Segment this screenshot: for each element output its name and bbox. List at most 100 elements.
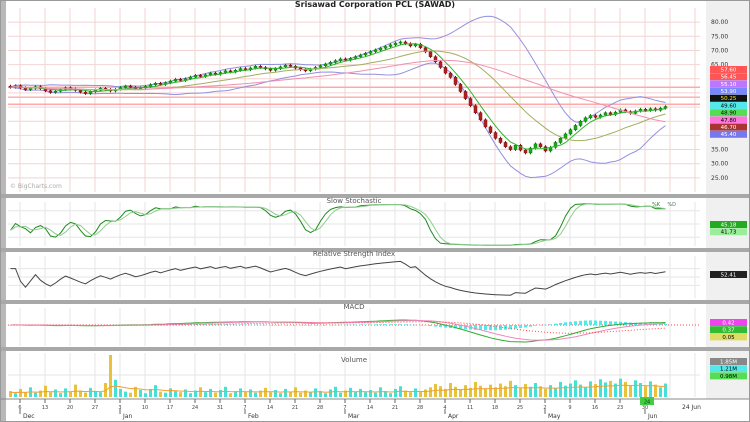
macd-badge-value: 0.05 [722, 335, 735, 341]
candle-down [228, 70, 233, 73]
volume-bar-up [59, 393, 62, 397]
x-tick-label: 28 [417, 405, 423, 411]
x-tick-label: 9 [568, 405, 571, 411]
volume-bar-down [19, 388, 22, 397]
candle-up [558, 137, 563, 143]
candle-up [373, 49, 378, 52]
candle-up [88, 91, 93, 94]
volume-bar-up [14, 393, 17, 397]
volume-bar-up [389, 393, 392, 397]
volume-bar-down [459, 389, 462, 397]
candle-down [158, 83, 163, 85]
macd-histogram-bar [349, 324, 352, 326]
x-tick-label: 30 [642, 405, 648, 411]
macd-histogram-bar [559, 322, 562, 325]
macd-histogram-bar [404, 324, 407, 325]
volume-bar-up [204, 392, 207, 397]
volume-bar-down [39, 390, 42, 397]
candle-down [423, 47, 428, 53]
macd-histogram-bar [659, 323, 662, 325]
macd-histogram-bar [514, 325, 517, 329]
macd-histogram-bar [374, 324, 377, 325]
volume-bar-up [369, 390, 372, 397]
volume-bar-down [79, 390, 82, 397]
volume-bar-up [154, 385, 157, 397]
axis-end-badge-value: 24 [644, 400, 650, 406]
candle-down [433, 56, 438, 63]
candle-down [438, 61, 443, 68]
macd-histogram-bar [664, 324, 667, 325]
candle-up [588, 115, 593, 119]
x-tick-label: 25 [517, 405, 523, 411]
macd-histogram-bar [209, 324, 212, 325]
x-tick-label: 14 [267, 405, 273, 411]
volume-bar-up [639, 383, 642, 397]
volume-bar-up [559, 381, 562, 397]
x-tick-label: 3 [118, 405, 121, 411]
macd-histogram-bar [279, 325, 282, 326]
macd-histogram-bar [429, 325, 432, 327]
candle-up [368, 51, 373, 54]
candle-up [253, 66, 258, 69]
volume-bar-up [174, 391, 177, 397]
volume-bar-up [649, 381, 652, 397]
macd-histogram-bar [394, 324, 397, 325]
macd-histogram-bar [269, 325, 272, 326]
volume-bar-down [464, 385, 467, 397]
volume-bar-up [274, 390, 277, 397]
macd-histogram-bar [434, 325, 437, 327]
volume-bar-up [349, 387, 352, 397]
volume-bar-up [354, 391, 357, 397]
macd-histogram-bar [419, 325, 422, 326]
candle-up [28, 88, 33, 90]
candle-up [358, 54, 363, 57]
volume-bar-up [329, 389, 332, 397]
macd-histogram-bar [474, 325, 477, 330]
volume-bar-up [579, 384, 582, 397]
macd-histogram-bar [339, 324, 342, 326]
candle-down [83, 91, 88, 94]
volume-bar-down [629, 385, 632, 397]
volume-bar-up [114, 379, 117, 397]
volume-bar-down [159, 391, 162, 397]
macd-histogram-bar [254, 324, 257, 326]
panel-separator [0, 248, 750, 252]
volume-bar-down [609, 380, 612, 397]
volume-bar-up [599, 379, 602, 397]
volume-bar-up [584, 387, 587, 397]
x-tick-label: 6 [18, 405, 21, 411]
panel-title-rsi: Relative Strength Index [312, 250, 396, 258]
macd-average-dotted-line [10, 321, 666, 334]
macd-histogram-bar [609, 321, 612, 325]
candle-up [603, 112, 608, 116]
macd-badge-bg [710, 326, 747, 334]
macd-histogram-bar [424, 325, 427, 326]
volume-bar-down [509, 380, 512, 397]
candle-down [463, 91, 468, 99]
candle-up [273, 68, 278, 71]
volume-bar-down [344, 390, 347, 397]
volume-bar-down [469, 387, 472, 397]
volume-bar-up [99, 392, 102, 397]
macd-histogram-bar [499, 325, 502, 331]
macd-histogram-bar [369, 324, 372, 325]
candle-up [533, 143, 538, 149]
volume-bar-down [524, 384, 527, 397]
volume-badge-value: 1.21M [720, 367, 737, 373]
volume-bar-up [554, 387, 557, 397]
candle-up [223, 70, 228, 73]
macd-histogram-bar [184, 324, 187, 325]
volume-bar-down [49, 392, 52, 397]
macd-badge-value: 0.42 [722, 320, 734, 326]
macd-histogram-bar [379, 324, 382, 325]
stochastic-legend-d: %D [667, 202, 676, 208]
macd-histogram-bar [219, 324, 222, 325]
candle-down [468, 98, 473, 106]
volume-bar-up [364, 392, 367, 397]
volume-bar-up [619, 378, 622, 397]
candle-up [208, 72, 213, 76]
volume-bar-down [129, 392, 132, 397]
candle-down [78, 90, 83, 93]
candle-up [568, 129, 573, 135]
